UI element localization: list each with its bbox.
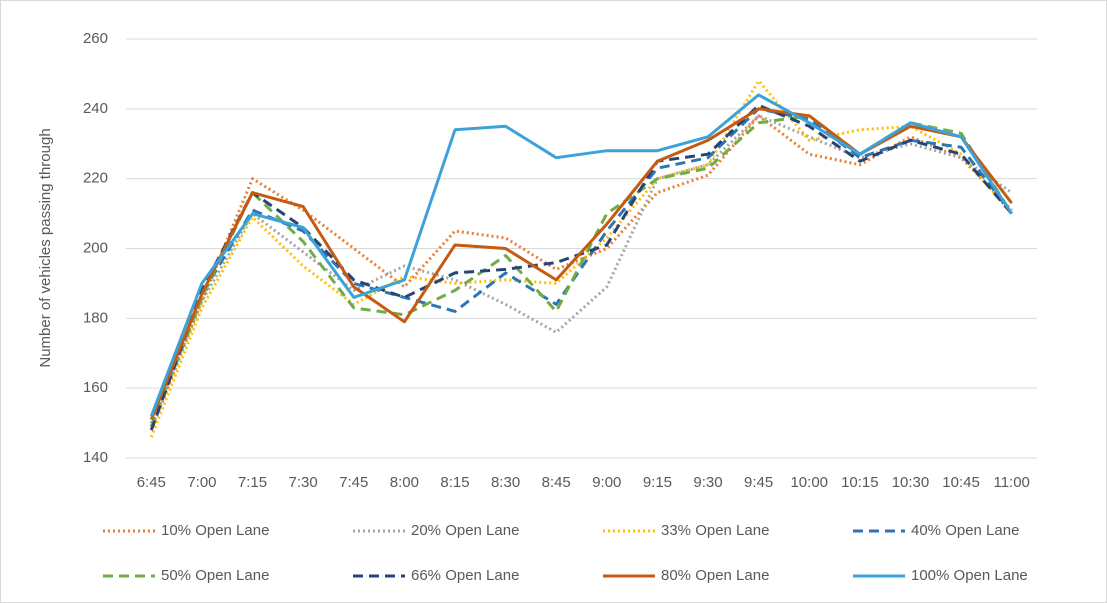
x-tick-label: 9:30 <box>693 474 722 491</box>
x-tick-label: 10:45 <box>942 474 980 491</box>
legend-label: 80% Open Lane <box>661 567 769 584</box>
y-tick-label: 260 <box>83 30 108 47</box>
legend-label: 20% Open Lane <box>411 522 519 539</box>
x-tick-label: 10:15 <box>841 474 879 491</box>
x-tick-label: 7:45 <box>339 474 368 491</box>
series-line <box>149 107 1013 428</box>
y-axis-label: Number of vehicles passing through <box>37 128 54 367</box>
x-tick-label: 6:45 <box>137 474 166 491</box>
x-tick-label: 10:30 <box>892 474 930 491</box>
legend-label: 10% Open Lane <box>161 522 269 539</box>
x-tick-label: 8:00 <box>390 474 419 491</box>
series-line <box>149 93 1013 417</box>
legend-label: 100% Open Lane <box>911 567 1028 584</box>
x-tick-label: 9:00 <box>592 474 621 491</box>
x-tick-label: 7:15 <box>238 474 267 491</box>
x-tick-label: 11:00 <box>993 474 1029 491</box>
y-tick-label: 180 <box>83 309 108 326</box>
y-tick-label: 140 <box>83 449 108 466</box>
series-line <box>149 114 1013 428</box>
x-tick-label: 8:45 <box>542 474 571 491</box>
x-tick-label: 10:00 <box>790 474 828 491</box>
y-tick-label: 160 <box>83 379 108 396</box>
y-tick-label: 200 <box>83 239 108 256</box>
x-tick-label: 8:15 <box>440 474 469 491</box>
x-tick-label: 7:30 <box>289 474 318 491</box>
legend-label: 40% Open Lane <box>911 522 1019 539</box>
legend-label: 33% Open Lane <box>661 522 769 539</box>
y-tick-label: 240 <box>83 100 108 117</box>
legend-label: 50% Open Lane <box>161 567 269 584</box>
y-tick-label: 220 <box>83 170 108 187</box>
x-tick-label: 7:00 <box>187 474 216 491</box>
x-tick-label: 9:45 <box>744 474 773 491</box>
x-tick-label: 9:15 <box>643 474 672 491</box>
legend-label: 66% Open Lane <box>411 567 519 584</box>
x-tick-label: 8:30 <box>491 474 520 491</box>
